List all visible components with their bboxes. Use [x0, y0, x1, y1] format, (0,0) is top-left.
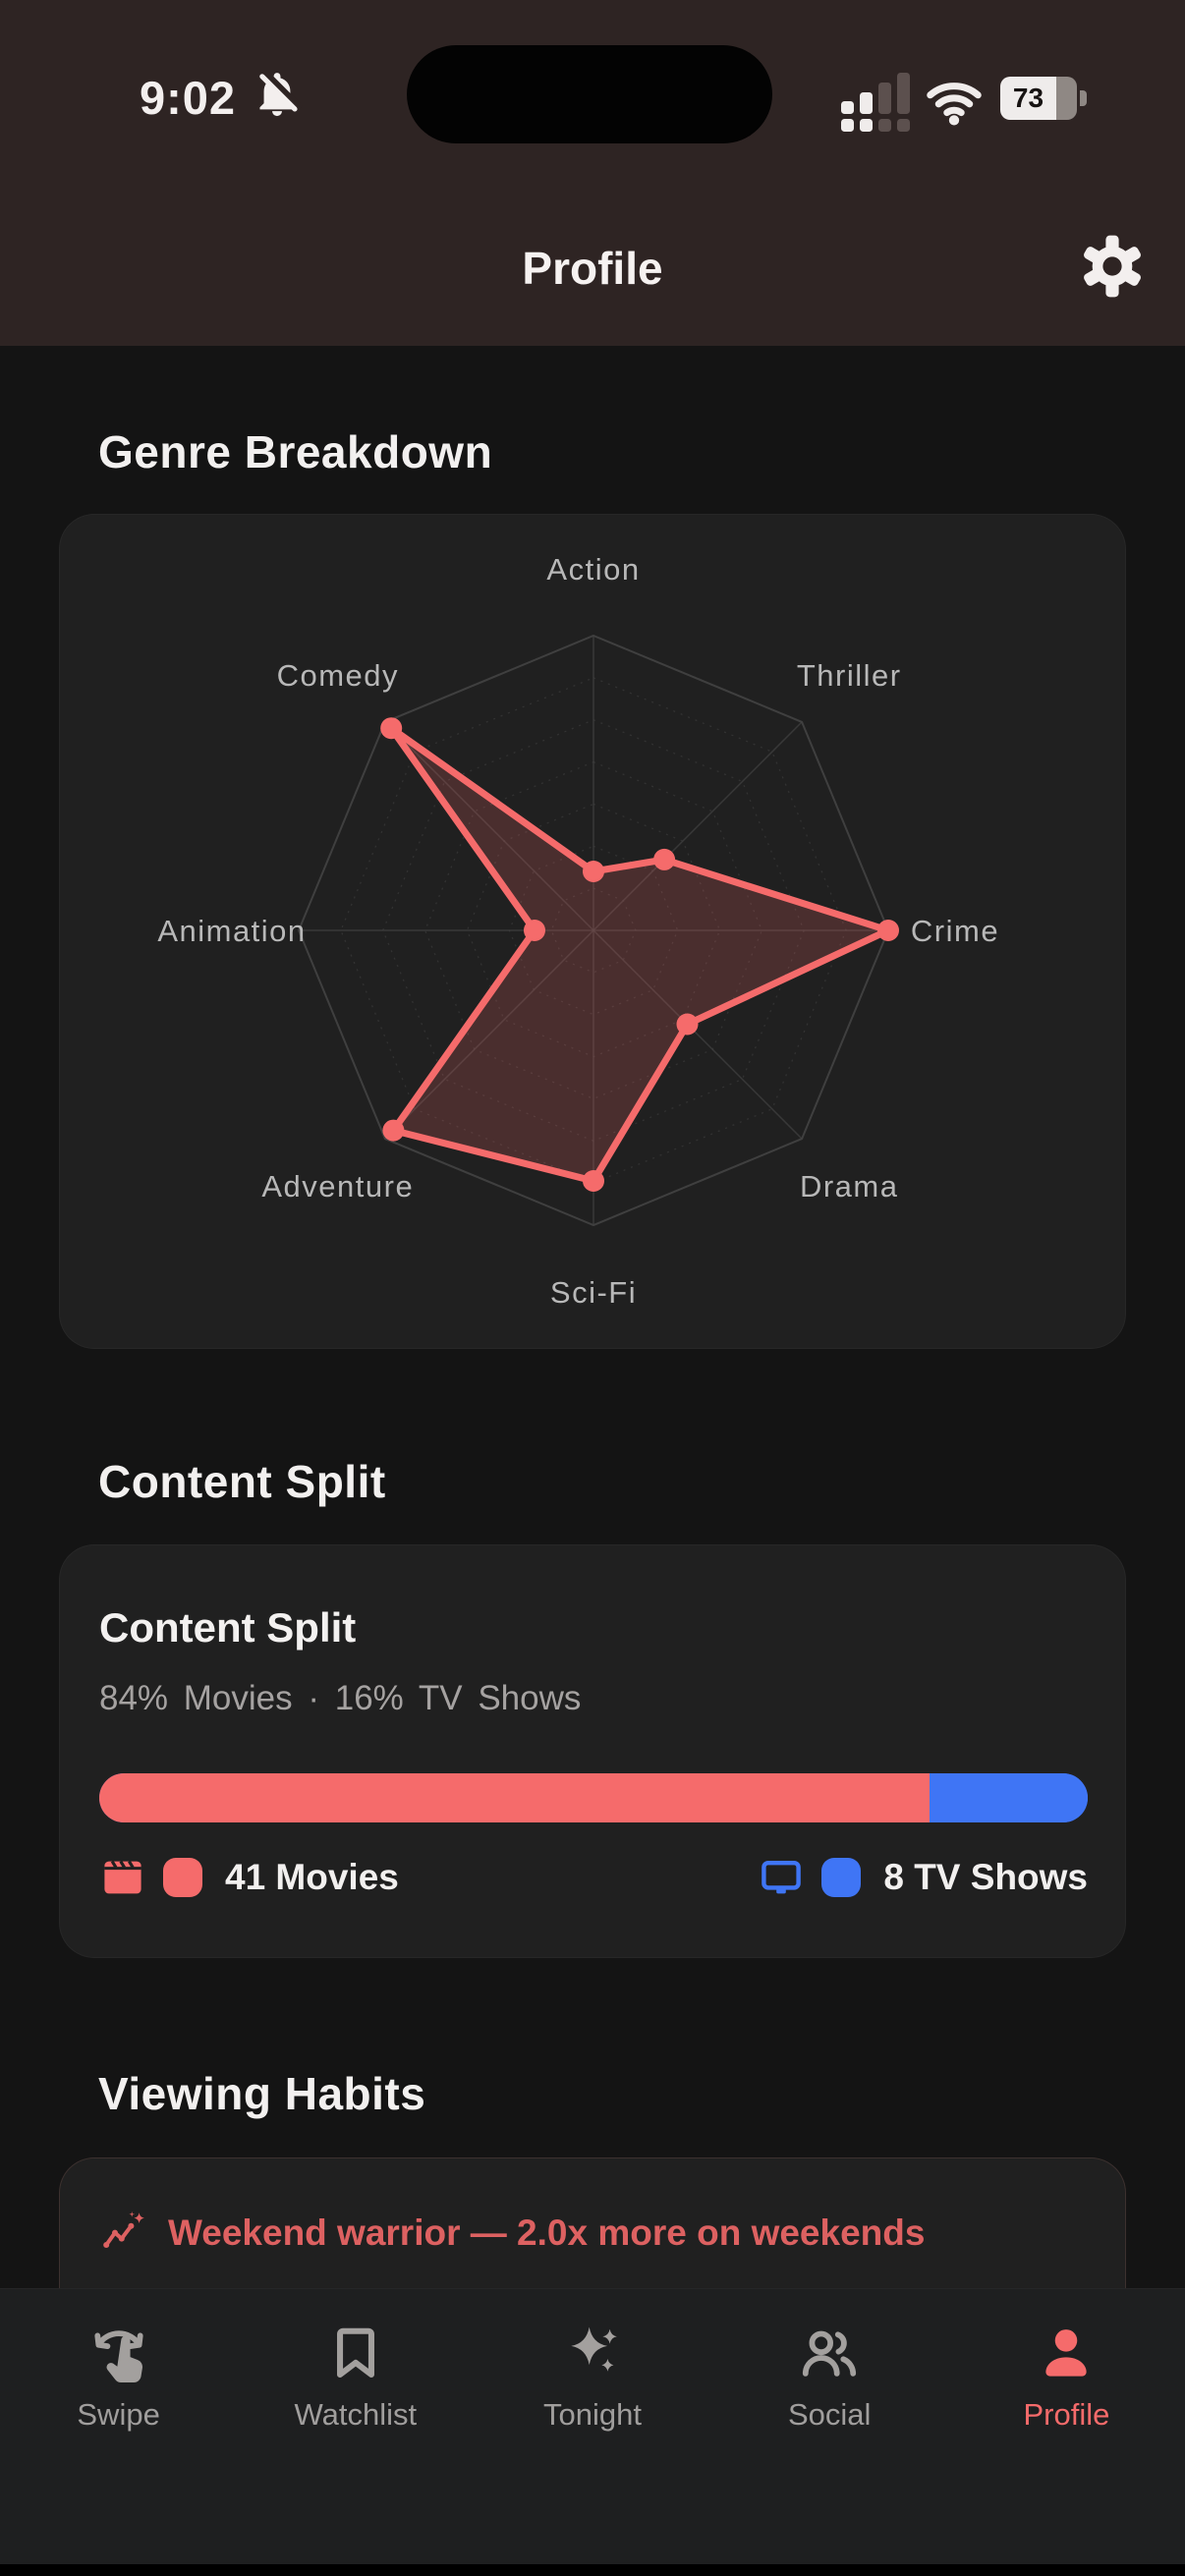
- tab-watchlist[interactable]: Watchlist: [237, 2289, 474, 2564]
- content-split-bar: [99, 1773, 1088, 1822]
- trend-sparkle-icon: [103, 2212, 144, 2248]
- movies-count-label: 41 Movies: [225, 1857, 399, 1897]
- insight-text: Weekend warrior — 2.0x more on weekends: [168, 2212, 926, 2253]
- gear-icon: [1084, 235, 1141, 298]
- tv-count-label: 8 TV Shows: [883, 1857, 1088, 1897]
- svg-text:Animation: Animation: [157, 914, 306, 948]
- tab-tonight-label: Tonight: [543, 2397, 642, 2432]
- tab-watchlist-label: Watchlist: [294, 2397, 418, 2432]
- tab-tonight[interactable]: Tonight: [474, 2289, 710, 2564]
- svg-text:Adventure: Adventure: [261, 1169, 414, 1204]
- bottom-tab-bar: Swipe Watchlist Tonight Social: [0, 2288, 1185, 2564]
- clapperboard-icon: [104, 1860, 141, 1894]
- svg-text:Comedy: Comedy: [277, 658, 399, 693]
- swipe-hand-icon: [93, 2330, 143, 2382]
- tab-swipe-label: Swipe: [77, 2397, 160, 2432]
- battery-nub: [1080, 90, 1087, 106]
- tv-legend: 8 TV Shows: [758, 1854, 1088, 1901]
- tab-swipe[interactable]: Swipe: [0, 2289, 237, 2564]
- camera-cutout: [407, 45, 772, 143]
- genre-radar-chart: Action Thriller Crime Drama Sci-Fi Adventure A…: [157, 552, 999, 1310]
- wifi-icon: [927, 83, 982, 126]
- split-bar-tv: [930, 1773, 1088, 1822]
- insight-row: Weekend warrior — 2.0x more on weekends: [101, 2210, 925, 2257]
- content-split-legend: 41 Movies 8 TV Shows: [99, 1854, 1088, 1901]
- status-and-header-bar: 9:02 73 Profile: [0, 0, 1185, 346]
- tv-icon: [762, 1860, 802, 1894]
- svg-text:Crime: Crime: [911, 914, 999, 948]
- sparkles-icon: [571, 2326, 617, 2372]
- tab-profile-label: Profile: [1023, 2397, 1110, 2432]
- tab-social-label: Social: [787, 2397, 872, 2432]
- tv-color-chip: [821, 1858, 862, 1897]
- movies-color-chip: [163, 1858, 202, 1897]
- svg-text:Action: Action: [546, 552, 640, 587]
- svg-text:Thriller: Thriller: [797, 658, 902, 693]
- svg-text:Sci-Fi: Sci-Fi: [550, 1275, 637, 1310]
- battery-percent: 73: [1000, 77, 1056, 120]
- genre-section-heading: Genre Breakdown: [98, 426, 493, 477]
- genre-radar-card: Action Thriller Crime Drama Sci-Fi Adventure A…: [59, 514, 1126, 1349]
- tab-profile[interactable]: Profile: [948, 2289, 1185, 2564]
- people-icon: [803, 2330, 857, 2377]
- svg-text:Drama: Drama: [800, 1169, 899, 1204]
- notifications-off-icon: [259, 70, 303, 117]
- content-split-summary: 84% Movies · 16% TV Shows: [99, 1679, 582, 1717]
- tab-social[interactable]: Social: [711, 2289, 948, 2564]
- movies-legend: 41 Movies: [99, 1854, 399, 1901]
- person-icon: [1045, 2329, 1088, 2377]
- status-time: 9:02: [140, 72, 237, 124]
- home-indicator-area: [0, 2564, 1185, 2576]
- settings-button[interactable]: [1080, 234, 1145, 299]
- battery-icon: 73: [1000, 77, 1077, 120]
- viewing-habits-section-heading: Viewing Habits: [98, 2068, 426, 2119]
- cell-signal-icon: [841, 71, 910, 132]
- content-split-card-title: Content Split: [99, 1604, 357, 1651]
- split-bar-movies: [99, 1773, 931, 1822]
- page-title: Profile: [522, 243, 663, 294]
- content-split-card: Content Split 84% Movies · 16% TV Shows …: [59, 1544, 1126, 1958]
- content-split-section-heading: Content Split: [98, 1456, 386, 1507]
- bookmark-icon: [336, 2327, 374, 2379]
